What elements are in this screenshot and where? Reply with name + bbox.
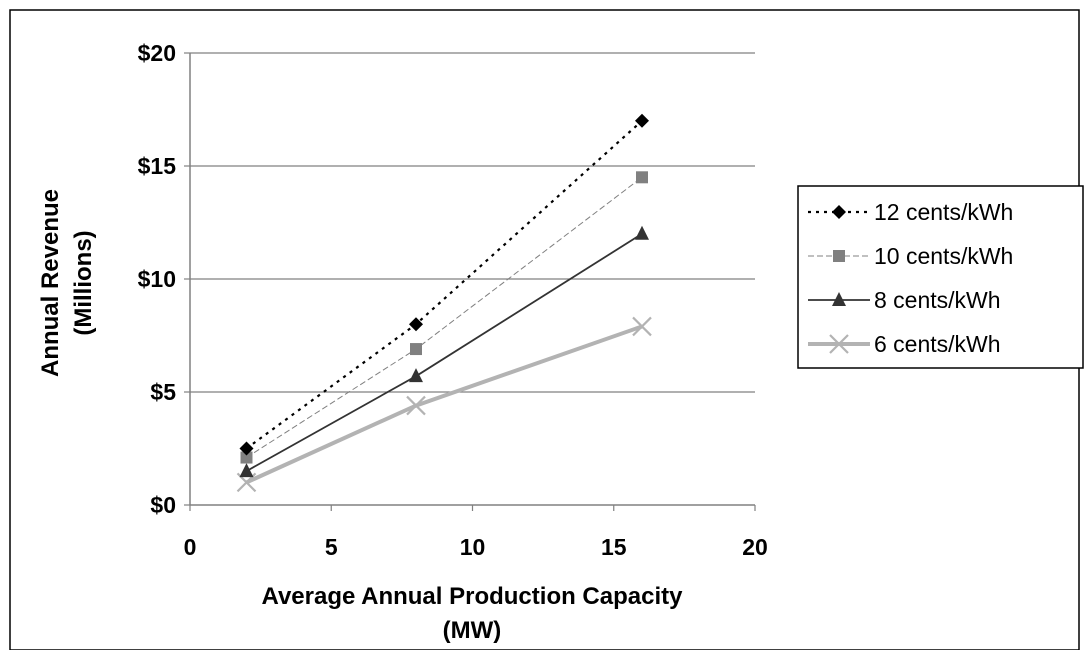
legend-marker-x [829, 334, 849, 354]
legend-entry: 6 cents/kWh [808, 331, 1001, 357]
x-tick-label: 5 [325, 534, 338, 560]
series-12-cents-kwh [239, 113, 649, 456]
data-point-triangle [409, 368, 423, 383]
gridlines [184, 52, 756, 511]
series-8-cents-kwh [239, 225, 649, 478]
y-tick-label: $15 [138, 153, 177, 179]
y-tick-labels: $0 $5 $10 $15 $20 [138, 40, 177, 518]
data-point-triangle [239, 463, 254, 478]
x-tick-label: 10 [460, 534, 486, 560]
y-tick-label: $0 [150, 492, 176, 518]
data-point-square [410, 343, 422, 356]
x-tick-labels: 0 5 10 15 20 [184, 534, 768, 560]
data-point-diamond [409, 317, 423, 332]
x-tick-label: 0 [184, 534, 197, 560]
data-point-diamond [635, 113, 649, 128]
series-10-cents-kwh [240, 171, 648, 464]
axes [189, 53, 755, 506]
legend-entry: 8 cents/kWh [808, 287, 1001, 313]
data-point-diamond [239, 441, 254, 456]
series-lines [236, 113, 652, 493]
legend-entry: 10 cents/kWh [808, 243, 1013, 269]
x-tick-label: 15 [601, 534, 627, 560]
y-tick-label: $5 [150, 379, 176, 405]
legend-items: 12 cents/kWh 10 cents/kWh 8 cents/kWh 6 cen… [808, 199, 1013, 357]
series-6-cents-kwh [236, 316, 652, 493]
legend: 12 cents/kWh 10 cents/kWh 8 cents/kWh 6 cen… [797, 185, 1084, 369]
x-axis-title-line-1: Average Annual Production Capacity [262, 583, 684, 610]
data-point-square [636, 171, 648, 184]
data-point-x [406, 395, 426, 416]
series-line [246, 233, 643, 472]
legend-marker-diamond [832, 205, 846, 219]
y-axis-title-line-1: Annual Revenue [37, 189, 64, 377]
legend-entry: 12 cents/kWh [808, 199, 1013, 225]
x-axis-title-line-2: (MW) [443, 617, 502, 644]
series-line [246, 176, 643, 458]
data-point-triangle [635, 225, 649, 240]
x-tick-label: 20 [742, 534, 768, 560]
legend-label: 8 cents/kWh [874, 287, 1001, 313]
series-line [245, 119, 643, 450]
data-point-x [632, 316, 652, 337]
legend-marker-triangle [832, 292, 846, 306]
y-tick-label: $20 [138, 40, 176, 66]
legend-marker-square [833, 250, 845, 262]
y-axis-title-line-2: (Millions) [70, 230, 97, 335]
data-point-square [240, 451, 253, 464]
legend-label: 10 cents/kWh [874, 243, 1013, 269]
legend-label: 12 cents/kWh [874, 199, 1013, 225]
y-axis-title: Annual Revenue (Millions) [37, 189, 97, 377]
y-tick-label: $10 [138, 266, 176, 292]
legend-label: 6 cents/kWh [874, 331, 1001, 357]
